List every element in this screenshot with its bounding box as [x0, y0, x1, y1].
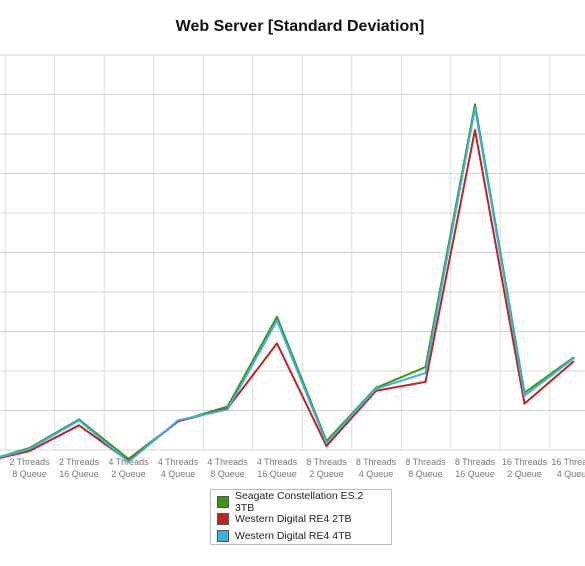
legend-label: Western Digital RE4 2TB	[235, 512, 352, 525]
x-tick-label: 4 Threads	[207, 457, 248, 467]
x-tick-label: 16 Threads	[551, 457, 585, 467]
x-tick-label: 8 Threads	[356, 457, 397, 467]
legend: Seagate Constellation ES.2 3TB Western Di…	[210, 489, 392, 545]
x-tick-label: 16 Queue	[455, 469, 495, 479]
x-tick-label: 4 Threads	[257, 457, 298, 467]
x-tick-label: 2 Queue	[507, 469, 542, 479]
x-tick-label: 16 Queue	[257, 469, 297, 479]
x-tick-label: 8 Threads	[405, 457, 446, 467]
x-tick-label: 4 Threads	[158, 457, 199, 467]
x-tick-label: 2 Threads	[9, 457, 50, 467]
series-lines	[0, 103, 575, 463]
chart-title: Web Server [Standard Deviation]	[175, 18, 425, 35]
x-tick-label: 4 Queue	[359, 469, 394, 479]
x-tick-label: 8 Queue	[12, 469, 47, 479]
series-line	[0, 129, 575, 462]
x-tick-label: 2 Queue	[309, 469, 344, 479]
x-tick-label: 2 Queue	[111, 469, 146, 479]
series-line	[0, 103, 575, 460]
x-tick-label: 16 Threads	[502, 457, 548, 467]
legend-item: Western Digital RE4 4TB	[217, 527, 385, 544]
x-tick-label: 4 Queue	[161, 469, 196, 479]
x-tick-label: 8 Threads	[455, 457, 496, 467]
legend-swatch	[217, 495, 229, 508]
legend-swatch	[217, 529, 229, 542]
grid	[0, 54, 585, 451]
x-tick-label: 8 Queue	[210, 469, 245, 479]
legend-label: Western Digital RE4 4TB	[235, 529, 352, 542]
legend-label: Seagate Constellation ES.2 3TB	[234, 489, 364, 514]
legend-swatch	[217, 512, 229, 525]
x-tick-label: 2 Threads	[59, 457, 100, 467]
x-tick-label: 4 Queue	[557, 469, 585, 479]
legend-item: Seagate Constellation ES.2 3TB	[217, 490, 385, 514]
x-tick-label: 8 Queue	[408, 469, 443, 479]
x-tick-label: 16 Queue	[59, 469, 99, 479]
series-line	[0, 107, 575, 463]
legend-item: Western Digital RE4 2TB	[217, 510, 385, 527]
x-tick-label: 8 Threads	[306, 457, 347, 467]
